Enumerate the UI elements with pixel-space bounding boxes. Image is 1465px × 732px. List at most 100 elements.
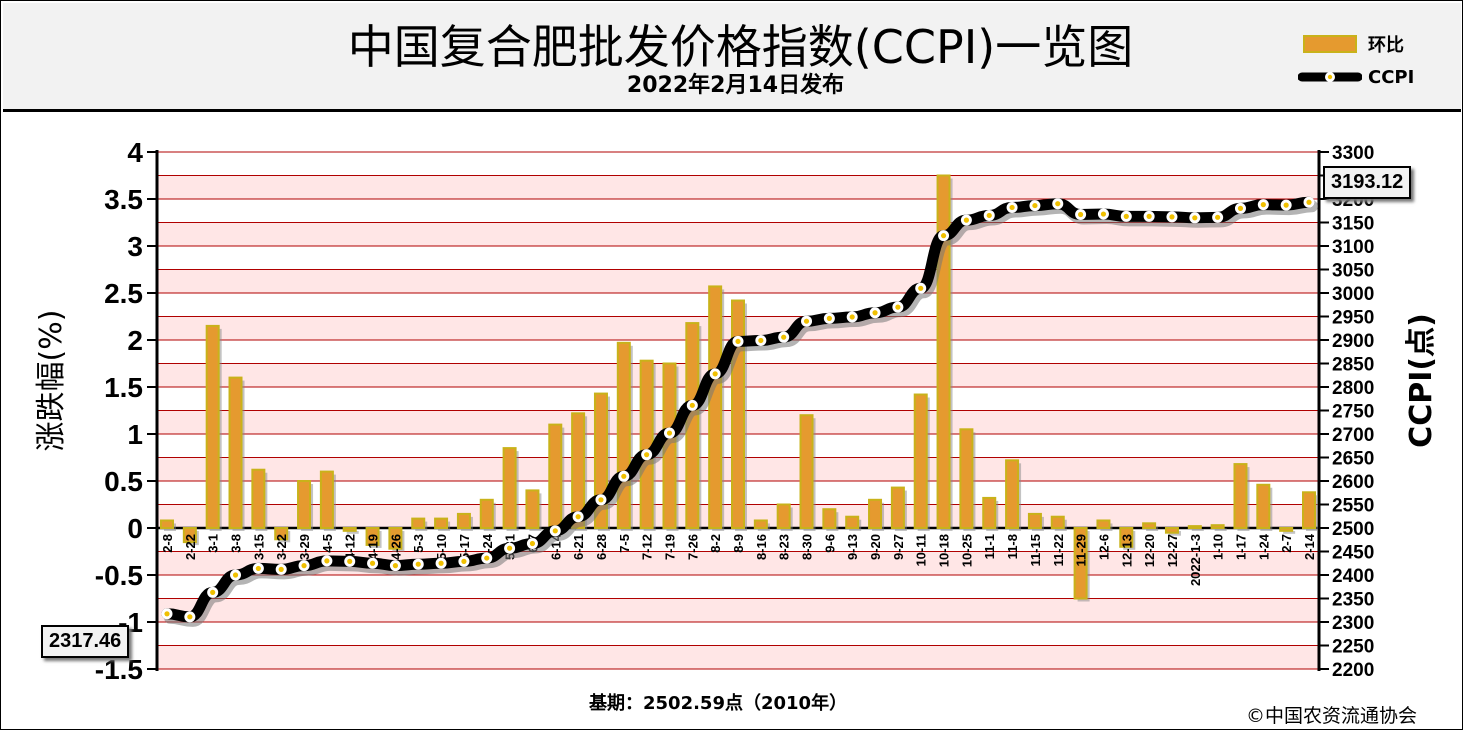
right-tick-label: 2400 (1332, 566, 1374, 587)
left-tick-label: 3 (127, 231, 143, 262)
ccpi-point-center (1215, 214, 1221, 220)
bar (571, 412, 586, 530)
bar (982, 496, 997, 530)
bar (708, 285, 723, 530)
x-tick-label: 3-29 (297, 534, 312, 560)
bar-shadow (1191, 529, 1204, 531)
bar (342, 527, 357, 532)
ccpi-point-center (803, 318, 810, 324)
x-tick-label: 4-26 (388, 534, 403, 560)
right-tick-label: 2350 (1332, 590, 1374, 611)
ccpi-point-center (872, 310, 878, 316)
bar (1233, 463, 1248, 529)
x-tick-label: 12-13 (1119, 534, 1134, 567)
ccpi-point-center (529, 540, 536, 547)
bar-shadow (1283, 531, 1296, 534)
bar (365, 527, 380, 546)
ccpi-point-center (347, 558, 353, 564)
ccpi-point-center (255, 565, 261, 572)
ccpi-point-center (826, 315, 832, 321)
x-tick-label: 3-1 (206, 534, 221, 553)
last-value-callout: 3193.12 (1323, 166, 1412, 199)
bar (297, 480, 312, 529)
right-tick-label: 2600 (1332, 472, 1374, 493)
ccpi-point-center (918, 285, 924, 291)
x-tick-label: 3-22 (274, 534, 289, 560)
left-tick-label: 1.5 (104, 372, 143, 403)
x-tick-label: 5-17 (457, 534, 472, 560)
right-tick-label: 2750 (1332, 402, 1374, 423)
ccpi-point-center (1078, 211, 1084, 218)
x-tick-label: 6-21 (571, 534, 586, 560)
ccpi-point-center (598, 497, 604, 503)
x-tick-label: 8-30 (800, 534, 815, 560)
ccpi-point-center (415, 561, 421, 567)
right-tick-label: 3100 (1332, 237, 1374, 258)
ccpi-point-center (1192, 215, 1198, 221)
x-tick-label: 7-26 (685, 534, 700, 560)
bar (890, 486, 905, 529)
right-tick-label: 2950 (1332, 308, 1374, 329)
legend-item-bar: 环比 (1298, 31, 1404, 57)
ccpi-point-center (552, 528, 558, 534)
x-tick-label: 9-27 (891, 534, 906, 560)
chart-subtitle: 2022年2月14日发布 (626, 73, 845, 98)
ccpi-point-center (963, 217, 970, 223)
bar (479, 498, 494, 529)
right-tick-label: 2850 (1332, 355, 1374, 376)
ccpi-point-center (1306, 199, 1312, 205)
copyright-note: ©中国农资流通协会 (1246, 705, 1418, 727)
x-tick-label: 12-27 (1165, 534, 1180, 567)
bar-shadow (346, 531, 359, 534)
ccpi-point-center (1169, 214, 1175, 220)
x-tick-label: 6-28 (594, 534, 609, 560)
plot-band (157, 598, 1319, 622)
x-tick-label: 8-23 (777, 534, 792, 560)
x-tick-label: 10-11 (914, 534, 929, 567)
ccpi-point-center (1260, 202, 1266, 208)
ccpi-point-center (735, 338, 741, 345)
right-tick-label: 2250 (1332, 637, 1374, 658)
bar (616, 341, 631, 529)
x-tick-label: 8-16 (754, 534, 769, 560)
x-tick-label: 2022-1-3 (1188, 534, 1203, 586)
ccpi-point-center (895, 304, 901, 310)
ccpi-point-center (369, 560, 376, 566)
x-tick-label: 9-6 (822, 534, 837, 553)
bar (1164, 527, 1179, 534)
x-tick-label: 3-8 (229, 534, 244, 553)
bar (959, 428, 974, 529)
x-tick-label: 11-29 (1074, 534, 1089, 567)
bar-shadow (1214, 528, 1227, 531)
ccpi-point-center (689, 402, 695, 408)
x-tick-label: 2-22 (183, 534, 198, 560)
bar (1210, 524, 1225, 529)
plot-band (157, 175, 1319, 199)
x-tick-label: 4-12 (343, 534, 358, 560)
x-tick-label: 1-10 (1211, 534, 1226, 560)
x-tick-label: 4-19 (366, 534, 381, 560)
bar (731, 299, 745, 529)
right-tick-label: 2900 (1332, 331, 1374, 352)
ccpi-point-center (666, 430, 673, 436)
bar (913, 393, 928, 529)
x-tick-label: 12-6 (1096, 534, 1111, 560)
bar (1142, 522, 1157, 529)
bar (845, 515, 860, 529)
right-tick-label: 3150 (1332, 214, 1374, 235)
bar (753, 519, 768, 529)
bar (1096, 519, 1111, 529)
ccpi-point-center (324, 558, 330, 564)
bar (205, 324, 220, 529)
ccpi-point-center (940, 233, 947, 239)
x-tick-label: 5-3 (411, 534, 426, 553)
ccpi-point-center (438, 560, 444, 566)
ccpi-point-center (1009, 204, 1015, 211)
left-tick-label: 2.5 (104, 278, 143, 309)
x-tick-label: 2-14 (1302, 533, 1317, 560)
right-tick-label: 2700 (1332, 425, 1374, 446)
ccpi-point-center (187, 614, 193, 620)
bar (639, 359, 654, 529)
right-tick-label: 2550 (1332, 496, 1374, 517)
